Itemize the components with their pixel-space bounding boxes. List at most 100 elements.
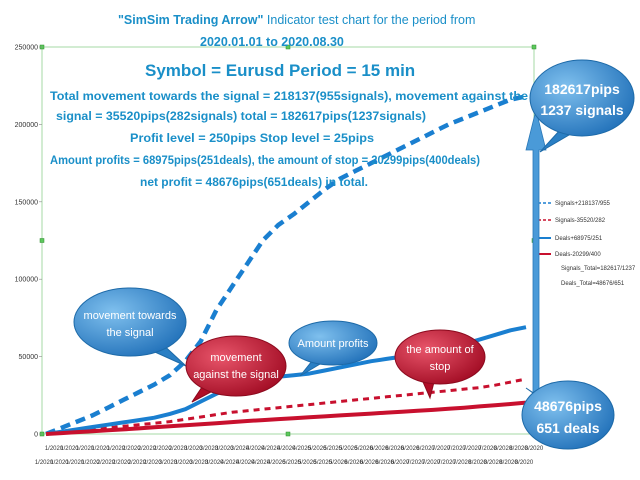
legend-label-deals-total: Deals_Total=48676/651 <box>561 281 625 287</box>
chart-title-line1: "SimSim Trading Arrow" Indicator test ch… <box>118 13 475 27</box>
x-tick-label-row1-27: 7/2020 <box>463 446 482 452</box>
x-tick-label-row1-16: 4/2020 <box>293 446 312 452</box>
x-tick-label-row2-15: 4/2020 <box>267 460 286 466</box>
x-tick-label-row2-16: 5/2020 <box>283 460 302 466</box>
series-layer <box>45 94 527 437</box>
info-line-4: Amount profits = 68975pips(251deals), th… <box>50 153 480 167</box>
y-axis: 0 50000 100000 150000 200000 250000 <box>15 45 42 439</box>
x-tick-label-row2-25: 7/2020 <box>422 460 441 466</box>
x-tick-label-row2-29: 8/2020 <box>484 460 503 466</box>
x-tick-label-row1-12: 3/2020 <box>231 446 250 452</box>
x-tick-label-row2-23: 6/2020 <box>391 460 410 466</box>
x-tick-label-row2-1: 1/2020 <box>50 460 69 466</box>
x-tick-label-row1-19: 5/2020 <box>339 446 358 452</box>
x-tick-label-row1-28: 7/2020 <box>478 446 497 452</box>
x-tick-label-row2-24: 7/2020 <box>406 460 425 466</box>
callout-against-bubble <box>185 335 287 397</box>
x-tick-label-row1-5: 2/2020 <box>122 446 141 452</box>
y-tick-label-3: 150000 <box>15 199 38 206</box>
y-tick-label-4: 200000 <box>15 122 38 129</box>
x-tick-label-row2-18: 5/2020 <box>314 460 333 466</box>
x-tick-label-row2-8: 3/2020 <box>159 460 178 466</box>
callout-towards-text-2: the signal <box>106 327 153 339</box>
y-tick-label-5: 250000 <box>15 45 38 52</box>
x-tick-label-row2-12: 4/2020 <box>221 460 240 466</box>
x-tick-label-row2-9: 3/2020 <box>174 460 193 466</box>
x-tick-label-row1-0: 1/2020 <box>45 446 64 452</box>
x-tick-label-row2-30: 8/2020 <box>499 460 518 466</box>
x-tick-label-row2-2: 1/2020 <box>66 460 85 466</box>
callout-against-text-2: against the signal <box>193 369 279 381</box>
x-tick-label-row2-27: 7/2020 <box>453 460 472 466</box>
callout-total-deals: 48676pips 651 deals <box>521 380 615 450</box>
x-tick-label-row2-7: 2/2020 <box>143 460 162 466</box>
callout-amount-stop: the amount of stop <box>394 329 486 400</box>
callout-total-signals-text-1: 182617pips <box>544 81 620 97</box>
callout-total-deals-text-2: 651 deals <box>536 420 599 436</box>
series-line-0 <box>45 94 527 437</box>
callout-stop-bubble <box>394 329 486 385</box>
x-tick-label-row1-7: 2/2020 <box>153 446 172 452</box>
series-line-3 <box>45 400 527 436</box>
y-tick-label-2: 100000 <box>15 277 38 284</box>
legend: Signals+218137/955 Signals-35520/282 Dea… <box>533 201 636 287</box>
x-tick-label-row1-25: 7/2020 <box>432 446 451 452</box>
legend-label-signals-minus: Signals-35520/282 <box>555 218 606 224</box>
x-tick-label-row1-30: 8/2020 <box>509 446 528 452</box>
x-tick-label-row1-18: 5/2020 <box>324 446 343 452</box>
x-tick-label-row2-3: 1/2020 <box>81 460 100 466</box>
callout-profits-bubble <box>288 320 378 366</box>
x-axis: 1/20201/20201/20201/20201/20202/20202/20… <box>35 446 544 466</box>
callout-towards-text-1: movement towards <box>84 310 177 322</box>
callout-against-text-1: movement <box>210 352 261 364</box>
x-tick-label-row2-0: 1/2020 <box>35 460 54 466</box>
x-tick-label-row1-26: 7/2020 <box>447 446 466 452</box>
x-tick-label-row2-4: 2/2020 <box>97 460 116 466</box>
x-tick-label-row1-2: 1/2020 <box>76 446 95 452</box>
x-tick-label-row2-21: 6/2020 <box>360 460 379 466</box>
x-tick-label-row1-15: 4/2020 <box>277 446 296 452</box>
total-arrow <box>525 109 547 401</box>
y-tick-label-1: 50000 <box>19 354 39 361</box>
x-tick-label-row2-13: 4/2020 <box>236 460 255 466</box>
info-line-2: signal = 35520pips(282signals) total = 1… <box>56 109 426 123</box>
x-tick-label-row2-19: 5/2020 <box>329 460 348 466</box>
callout-stop-text-1: the amount of <box>406 344 474 356</box>
callout-against-signal: movement against the signal <box>185 335 287 403</box>
x-tick-label-row1-1: 1/2020 <box>60 446 79 452</box>
x-tick-label-row1-13: 4/2020 <box>246 446 265 452</box>
x-tick-label-row1-20: 5/2020 <box>354 446 373 452</box>
info-line-3: Profit level = 250pips Stop level = 25pi… <box>130 131 374 145</box>
x-tick-label-row2-26: 7/2020 <box>437 460 456 466</box>
series-line-1 <box>45 377 527 436</box>
x-tick-label-row2-5: 2/2020 <box>112 460 131 466</box>
chart-title-bold: "SimSim Trading Arrow" <box>118 13 264 27</box>
legend-label-signals-total: Signals_Total=182617/1237 <box>561 266 636 272</box>
callout-profits-text: Amount profits <box>298 338 369 350</box>
x-tick-label-row2-14: 4/2020 <box>252 460 271 466</box>
callout-stop-text-2: stop <box>430 361 451 373</box>
frame-handle-2 <box>531 44 537 50</box>
info-line-1: Total movement towards the signal = 2181… <box>50 89 528 103</box>
x-tick-label-row2-11: 3/2020 <box>205 460 224 466</box>
x-tick-label-row1-21: 6/2020 <box>370 446 389 452</box>
x-tick-label-row1-17: 5/2020 <box>308 446 327 452</box>
callout-towards-bubble <box>73 287 187 357</box>
x-tick-label-row1-4: 1/2020 <box>107 446 126 452</box>
callout-total-signals: 182617pips 1237 signals <box>529 59 635 153</box>
frame-handle-6 <box>285 431 291 437</box>
callout-amount-profits: Amount profits <box>288 320 378 377</box>
callout-total-deals-bubble <box>521 380 615 450</box>
x-tick-label-row2-28: 8/2020 <box>468 460 487 466</box>
x-tick-label-row1-23: 6/2020 <box>401 446 420 452</box>
x-tick-label-row2-17: 5/2020 <box>298 460 317 466</box>
frame-handle-1 <box>285 44 291 50</box>
legend-label-deals-minus: Deals-20299/400 <box>555 252 601 258</box>
callout-total-signals-text-2: 1237 signals <box>540 102 623 118</box>
x-tick-label-row1-6: 2/2020 <box>138 446 157 452</box>
x-tick-label-row1-3: 1/2020 <box>91 446 110 452</box>
x-tick-label-row1-10: 3/2020 <box>200 446 219 452</box>
x-tick-label-row1-31: 8/2020 <box>525 446 544 452</box>
x-tick-label-row2-6: 2/2020 <box>128 460 147 466</box>
